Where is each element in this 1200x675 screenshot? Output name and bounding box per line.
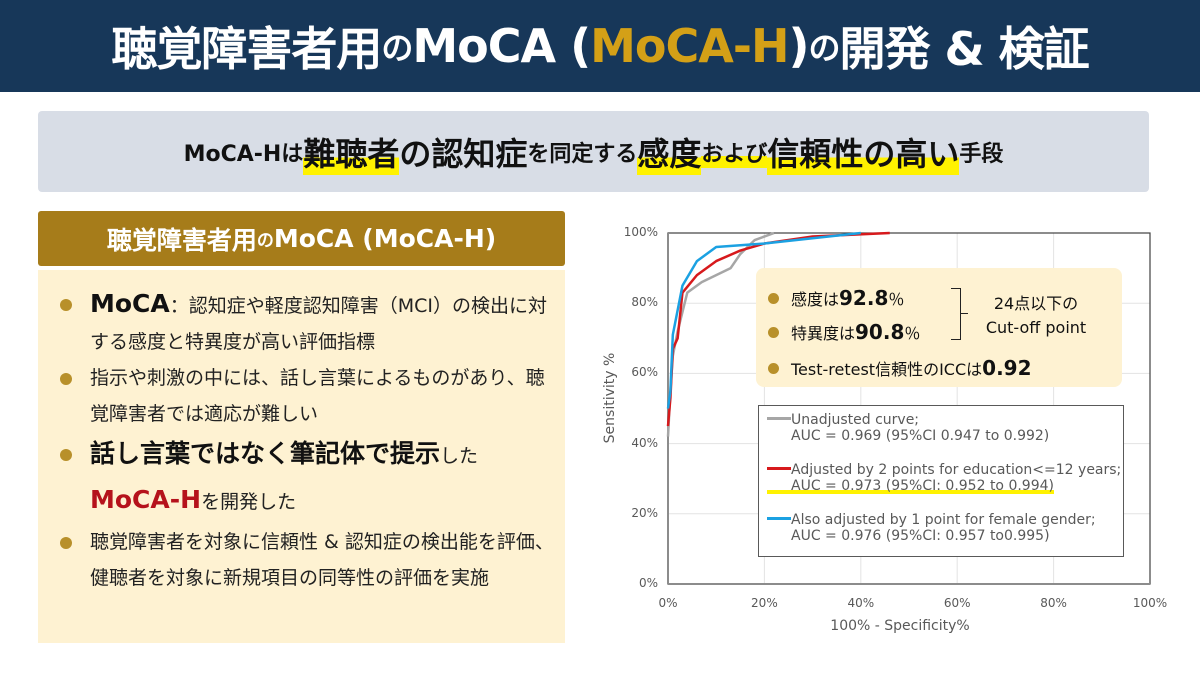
y-tick-label: 20% xyxy=(631,505,658,520)
title-accent: MoCA-H xyxy=(590,19,789,73)
y-tick-label: 60% xyxy=(631,365,658,380)
bullet-text: した xyxy=(440,445,479,467)
subtitle-text: を同定する xyxy=(527,141,638,167)
subtitle-text: の認知症 xyxy=(399,134,528,173)
left-panel-header: 聴覚障害者用の MoCA (MoCA-H) xyxy=(38,211,565,266)
sens-value: 92.8 xyxy=(839,286,889,310)
bullet-dot-icon xyxy=(768,363,779,374)
stats-callout: 感度は92.8％ 特異度は90.8％ 24点以下の Cut-off point … xyxy=(756,268,1122,387)
x-axis-title: 100% - Specificity% xyxy=(830,618,970,634)
bullet-moca: MoCA：認知症や軽度認知障害（MCI）の検出に対する感度と特異度が高い評価指標 xyxy=(54,286,555,360)
bullet-bold: MoCA xyxy=(90,289,170,318)
bullet-bold: 話し言葉ではなく筆記体で提示 xyxy=(90,439,441,468)
specificity-stat: 特異度は90.8％ xyxy=(768,320,920,344)
key-message: MoCA-Hは 難聴者 の認知症 を同定する 感度 および 信頼性の高い 手段 xyxy=(38,111,1149,192)
header-particle: の xyxy=(256,231,274,251)
icc-stat: Test-retest信頼性のICCは0.92 xyxy=(768,356,1032,380)
title-particle: の xyxy=(381,29,413,67)
legend-sub-highlighted: AUC = 0.973 (95%CI: 0.952 to 0.994) xyxy=(767,478,1054,494)
chart-legend: Unadjusted curve; AUC = 0.969 (95%CI 0.9… xyxy=(758,405,1124,557)
bullet-dot-icon xyxy=(60,299,72,311)
bracket-icon xyxy=(951,288,968,340)
bullet-text: ：認知症や軽度認知障害（MCI）の検出に対する感度と特異度が高い評価指標 xyxy=(90,295,548,353)
title-particle2: の xyxy=(808,29,840,67)
title-part3: MoCA ( xyxy=(412,19,591,73)
legend-label: Unadjusted curve; xyxy=(791,412,920,428)
icc-value: 0.92 xyxy=(982,356,1032,380)
spec-value: 90.8 xyxy=(855,320,905,344)
y-tick-label: 40% xyxy=(631,435,658,450)
bullet-dot-icon xyxy=(60,537,72,549)
x-tick-label: 60% xyxy=(943,596,971,610)
subtitle-text: 手段 xyxy=(959,141,1004,167)
subtitle-highlight: 信頼性の高い xyxy=(767,128,960,175)
legend-swatch xyxy=(767,517,791,520)
bullet-text: 聴覚障害者を対象に信頼性 & 認知症の検出能を評価、健聴者を対象に新規項目の同等… xyxy=(90,531,554,589)
sens-label: 感度は xyxy=(791,290,840,309)
bullet-text: を開発した xyxy=(201,491,297,513)
header-text: 聴覚障害者用 xyxy=(106,225,257,255)
legend-entry-gender: Also adjusted by 1 point for female gend… xyxy=(767,512,1096,544)
legend-entry-unadjusted: Unadjusted curve; AUC = 0.969 (95%CI 0.9… xyxy=(767,412,1049,444)
subtitle-text: MoCA-Hは xyxy=(183,141,304,167)
title-part4: ) xyxy=(788,19,809,73)
legend-swatch xyxy=(767,467,791,470)
y-axis-title: Sensitivity % xyxy=(602,352,618,444)
y-tick-label: 100% xyxy=(623,225,658,239)
cutoff-line1: 24点以下の xyxy=(993,294,1079,313)
pct: ％ xyxy=(888,290,905,309)
bullet-dot-icon xyxy=(60,373,72,385)
bullet-dot-icon xyxy=(768,293,779,304)
x-tick-label: 80% xyxy=(1040,596,1067,610)
legend-label: Adjusted by 2 points for education<=12 y… xyxy=(791,462,1122,478)
subtitle-text: および xyxy=(701,135,768,168)
legend-label: Also adjusted by 1 point for female gend… xyxy=(791,512,1096,528)
bullet-dot-icon xyxy=(60,449,72,461)
y-tick-label: 80% xyxy=(631,295,658,310)
y-tick-label: 0% xyxy=(638,576,658,590)
title-part6: 開発 & 検証 xyxy=(839,22,1090,76)
header-text-end: MoCA (MoCA-H) xyxy=(273,224,497,253)
pct: ％ xyxy=(904,324,921,343)
subtitle-highlight: 感度 xyxy=(637,128,702,175)
bullet-text: 指示や刺激の中には、話し言葉によるものがあり、聴覚障害者では適応が難しい xyxy=(90,367,545,425)
slide-title: 聴覚障害者用の MoCA (MoCA-H) の開発 & 検証 xyxy=(0,0,1200,92)
sensitivity-stat: 感度は92.8％ xyxy=(768,286,904,310)
x-tick-label: 0% xyxy=(658,596,678,610)
cutoff-line2: Cut-off point xyxy=(985,318,1087,337)
bullet-dot-icon xyxy=(768,327,779,338)
bullet-evaluation: 聴覚障害者を対象に信頼性 & 認知症の検出能を評価、健聴者を対象に新規項目の同等… xyxy=(54,524,555,596)
legend-entry-education: Adjusted by 2 points for education<=12 y… xyxy=(767,462,1121,494)
cutoff-note: 24点以下の Cut-off point xyxy=(976,292,1096,340)
x-tick-label: 40% xyxy=(847,596,875,610)
spec-label: 特異度は xyxy=(791,324,856,343)
roc-curve xyxy=(666,231,861,409)
legend-sub: AUC = 0.969 (95%CI 0.947 to 0.992) xyxy=(791,428,1050,444)
legend-sub: AUC = 0.976 (95%CI: 0.957 to0.995) xyxy=(791,528,1050,544)
title-part1: 聴覚障害者用 xyxy=(111,22,382,76)
left-panel-body: MoCA：認知症や軽度認知障害（MCI）の検出に対する感度と特異度が高い評価指標… xyxy=(38,270,565,643)
bullet-spoken-issue: 指示や刺激の中には、話し言葉によるものがあり、聴覚障害者では適応が難しい xyxy=(54,360,555,432)
x-tick-label: 20% xyxy=(751,596,778,610)
x-tick-label: 100% xyxy=(1132,596,1168,610)
subtitle-highlight: 難聴者 xyxy=(303,128,400,175)
icc-label: Test-retest信頼性のICCは xyxy=(791,360,983,379)
legend-swatch xyxy=(767,417,791,420)
bullet-moca-h-dev: 話し言葉ではなく筆記体で提示した MoCA-Hを開発した xyxy=(54,432,555,524)
moca-h-red-label: MoCA-H xyxy=(90,485,202,514)
